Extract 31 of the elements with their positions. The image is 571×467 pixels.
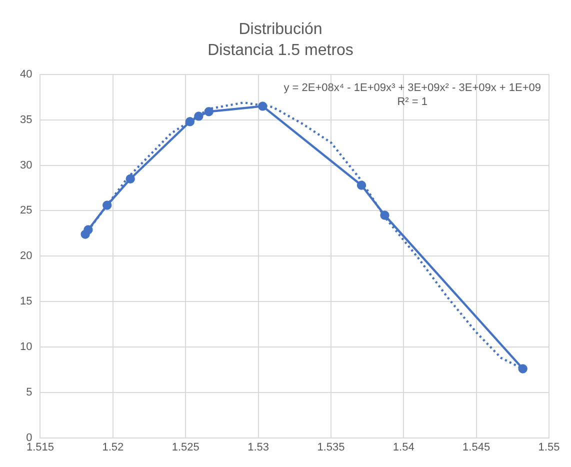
y-tick-label: 40: [20, 68, 32, 80]
y-tick-label: 15: [20, 296, 32, 308]
x-tick-label: 1.55: [538, 441, 560, 454]
y-tick-label: 30: [20, 159, 32, 172]
annotation: y = 2E+08x⁴ - 1E+09x³ + 3E+09x² - 3E+09x + 1E+09: [284, 82, 541, 94]
chart-title: Distribución: [238, 21, 322, 38]
x-tick-label: 1.515: [26, 441, 54, 454]
point: [356, 180, 366, 190]
point: [102, 200, 112, 210]
point: [126, 174, 135, 184]
point: [204, 107, 214, 116]
chart-subtitle: Distancia 1.5 metros: [208, 42, 354, 60]
y-tick-label: 25: [20, 204, 32, 217]
x-tick-label: 1.545: [462, 441, 490, 454]
x-tick-label: 1.525: [172, 441, 200, 454]
point: [380, 210, 390, 220]
x-tick-label: 1.54: [392, 441, 414, 454]
point: [194, 112, 204, 121]
y-tick-label: 35: [20, 114, 32, 126]
y-tick-label: 0: [26, 432, 32, 444]
point: [258, 102, 268, 111]
point: [84, 225, 93, 234]
point: [518, 364, 528, 374]
y-tick-label: 5: [26, 386, 32, 398]
x-tick-label: 1.535: [317, 441, 345, 454]
x-tick-label: 1.52: [102, 441, 124, 454]
y-tick-label: 10: [20, 340, 32, 353]
y-tick-label: 20: [20, 250, 32, 262]
point: [185, 117, 195, 126]
annotation: R² = 1: [397, 96, 428, 108]
x-tick-label: 1.53: [248, 441, 269, 454]
